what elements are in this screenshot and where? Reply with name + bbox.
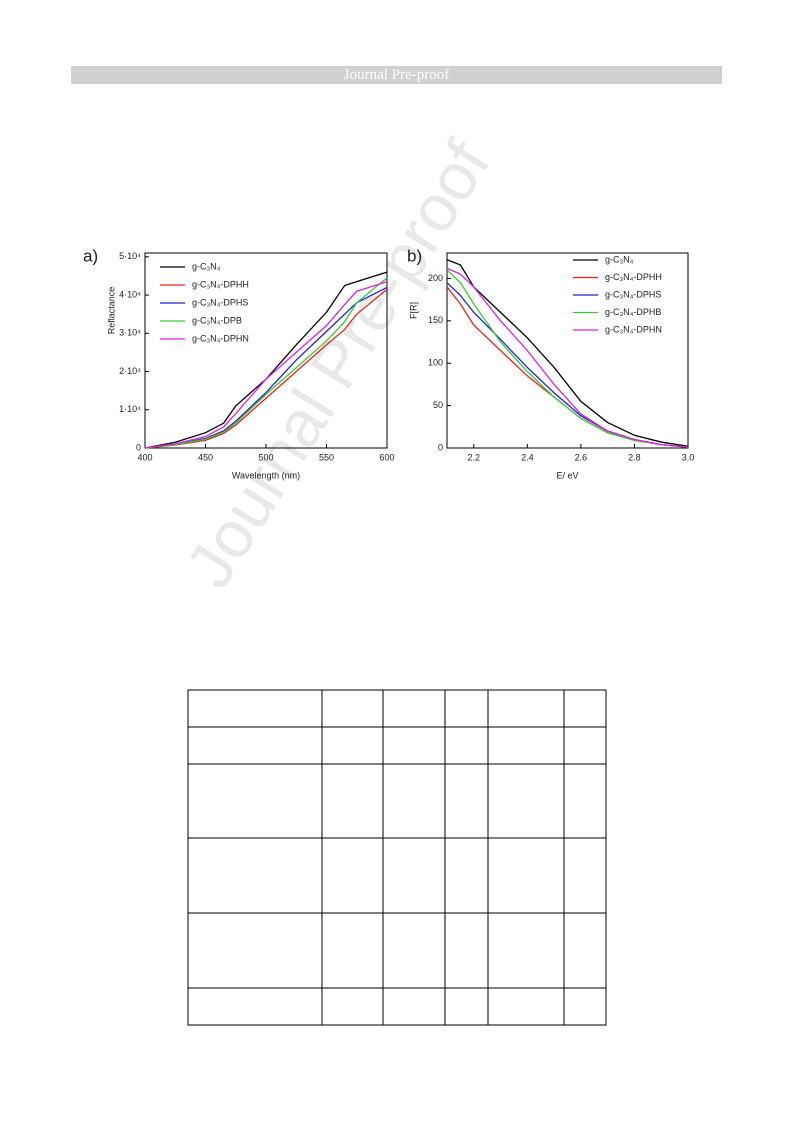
x-axis-label: E/ eV <box>556 470 578 480</box>
x-tick-label: 2.6 <box>575 452 588 462</box>
legend-label: g-C₃N₄-DPHS <box>605 289 661 299</box>
y-axis-label: Reflactance <box>106 287 116 335</box>
x-tick-label: 2.8 <box>628 452 641 462</box>
panel-label: a) <box>83 246 98 265</box>
panel-label: b) <box>407 246 422 265</box>
y-tick-label: 200 <box>428 273 443 283</box>
x-tick-label: 600 <box>379 452 394 462</box>
y-tick-label: 150 <box>428 315 443 325</box>
y-tick-label: 5·10⁴ <box>119 251 141 261</box>
y-tick-label: 50 <box>433 400 443 410</box>
y-tick-label: 100 <box>428 358 443 368</box>
series-line <box>446 259 689 447</box>
x-tick-label: 3.0 <box>682 452 695 462</box>
plot-frame <box>144 252 388 449</box>
legend-label: g-C₃N₄-DPB <box>192 315 242 325</box>
x-tick-label: 550 <box>319 452 334 462</box>
legend-label: g-C₃N₄-DPHH <box>192 279 249 289</box>
legend-label: g-C₃N₄ <box>605 254 634 264</box>
x-axis-label: Wavelength (nm) <box>232 470 300 480</box>
x-tick-label: 2.4 <box>521 452 534 462</box>
series-line <box>446 267 689 448</box>
x-tick-label: 450 <box>198 452 213 462</box>
y-axis-label: F[R] <box>408 302 418 319</box>
legend-label: g-C₃N₄-DPHH <box>605 272 662 282</box>
legend-label: g-C₃N₄-DPHN <box>605 324 662 334</box>
legend-label: g-C₃N₄-DPHS <box>192 297 248 307</box>
y-tick-label: 0 <box>438 442 443 452</box>
x-tick-label: 2.2 <box>468 452 481 462</box>
y-tick-label: 1·10⁴ <box>119 404 141 414</box>
table-grid <box>187 689 607 1026</box>
legend-label: g-C₃N₄ <box>192 261 221 271</box>
y-tick-label: 0 <box>136 442 141 452</box>
legend-label: g-C₃N₄-DPHB <box>605 307 661 317</box>
legend-label: g-C₃N₄-DPHN <box>192 333 249 343</box>
header: Journal Pre-proof <box>71 66 722 84</box>
x-tick-label: 500 <box>258 452 273 462</box>
y-tick-label: 3·10⁴ <box>119 328 141 338</box>
y-tick-label: 4·10⁴ <box>119 289 141 299</box>
series-line <box>144 281 388 449</box>
series-line <box>144 288 388 449</box>
series-line <box>144 277 388 449</box>
y-tick-label: 2·10⁴ <box>119 366 141 376</box>
plot-frame <box>446 252 689 449</box>
x-tick-label: 400 <box>137 452 152 462</box>
